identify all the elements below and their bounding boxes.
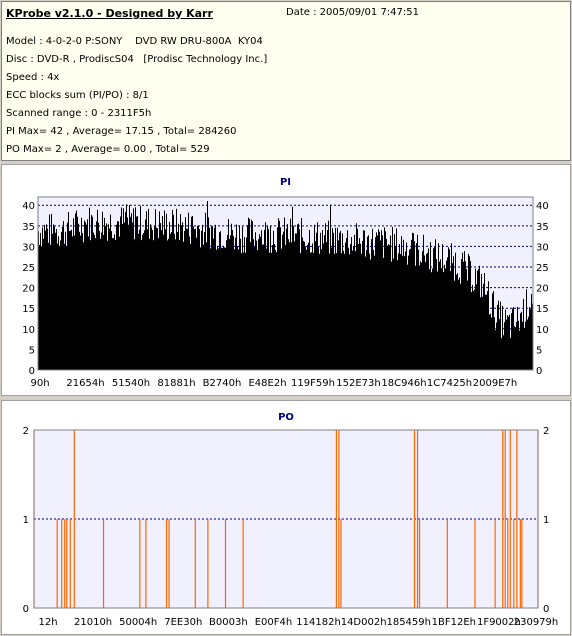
pi-y-tick-left: 20 (22, 284, 35, 295)
pi-x-tick: E48E2h (248, 378, 286, 389)
pi-x-tick: 2009E7h (473, 378, 517, 389)
pi-y-tick-left: 25 (22, 263, 35, 274)
po-x-tick: 230979h (514, 617, 559, 628)
info-panel: KProbe v2.1.0 - Designed by Karr Date : … (1, 1, 571, 161)
pi-x-tick: 1C7425h (427, 378, 472, 389)
po-stats: PO Max= 2 , Average= 0.00 , Total= 529 (6, 144, 210, 155)
pi-y-tick-right: 40 (536, 201, 549, 212)
pi-chart-title: PI (280, 177, 291, 188)
pi-chart-panel: PI 0 0 5 5 10 10 15 15 20 20 25 25 30 30 35 35 40 40 90h 216… (1, 164, 571, 396)
pi-y-tick-left: 5 (29, 345, 35, 356)
po-y-tick-left: 2 (23, 426, 29, 437)
po-x-tick: 114182h (296, 617, 341, 628)
po-x-tick: B0003h (209, 617, 248, 628)
po-chart-title: PO (278, 412, 294, 423)
pi-y-tick-right: 30 (536, 242, 549, 253)
pi-x-tick: 119F59h (291, 378, 335, 389)
pi-stats: PI Max= 42 , Average= 17.15 , Total= 284… (6, 126, 237, 137)
app-title: KProbe v2.1.0 - Designed by Karr (6, 7, 213, 20)
po-x-tick: 7EE30h (164, 617, 202, 628)
po-x-tick: 1F9002h (477, 617, 521, 628)
pi-y-tick-right: 15 (536, 304, 549, 315)
po-x-tick: E00F4h (255, 617, 293, 628)
po-y-tick-left: 0 (23, 604, 29, 615)
po-y-tick-left: 1 (23, 515, 29, 526)
pi-y-tick-left: 30 (22, 242, 35, 253)
po-x-tick: 14D002h (341, 617, 387, 628)
drive-model: Model : 4-0-2-0 P:SONY DVD RW DRU-800A K… (6, 36, 263, 47)
scan-date: Date : 2005/09/01 7:47:51 (286, 7, 419, 18)
pi-y-tick-left: 15 (22, 304, 35, 315)
speed-info: Speed : 4x (6, 72, 60, 83)
pi-x-tick: 81881h (157, 378, 195, 389)
po-x-tick: 21010h (74, 617, 112, 628)
pi-y-tick-right: 0 (536, 366, 542, 377)
pi-x-tick: 51540h (112, 378, 150, 389)
pi-x-tick: 21654h (66, 378, 104, 389)
pi-plot-border (37, 196, 534, 371)
pi-chart: PI 0 0 5 5 10 10 15 15 20 20 25 25 30 30 35 35 40 40 90h 216… (22, 177, 549, 389)
po-chart: PO 0 0 1 1 2 2 12h 21010h 50004h 7EE30h B0003h E00F4… (23, 412, 559, 628)
pi-y-tick-left: 10 (22, 325, 35, 336)
pi-y-tick-right: 5 (536, 345, 542, 356)
scan-range: Scanned range : 0 - 2311F5h (6, 108, 152, 119)
po-y-tick-right: 1 (543, 515, 549, 526)
pi-x-tick: 90h (30, 378, 49, 389)
ecc-info: ECC blocks sum (PI/PO) : 8/1 (6, 90, 149, 101)
po-x-tick: 1BF12Eh (432, 617, 476, 628)
pi-y-tick-right: 25 (536, 263, 549, 274)
po-x-tick: 12h (38, 617, 57, 628)
po-y-tick-right: 2 (543, 426, 549, 437)
pi-x-tick: 18C946h (381, 378, 426, 389)
pi-x-tick: 152E73h (336, 378, 380, 389)
po-x-tick: 185459h (386, 617, 431, 628)
pi-y-tick-right: 10 (536, 325, 549, 336)
pi-y-tick-right: 20 (536, 284, 549, 295)
po-x-tick: 50004h (119, 617, 157, 628)
pi-y-tick-left: 40 (22, 201, 35, 212)
pi-y-tick-left: 35 (22, 222, 35, 233)
po-plot-border (33, 429, 539, 609)
po-y-tick-right: 0 (543, 604, 549, 615)
po-chart-panel: PO 0 0 1 1 2 2 12h 21010h 50004h 7EE30h B0003h E00F4… (1, 400, 571, 635)
disc-info: Disc : DVD-R , ProdiscS04 [Prodisc Techn… (6, 54, 268, 65)
pi-y-tick-left: 0 (29, 366, 35, 377)
pi-y-tick-right: 35 (536, 222, 549, 233)
pi-x-tick: B2740h (203, 378, 242, 389)
